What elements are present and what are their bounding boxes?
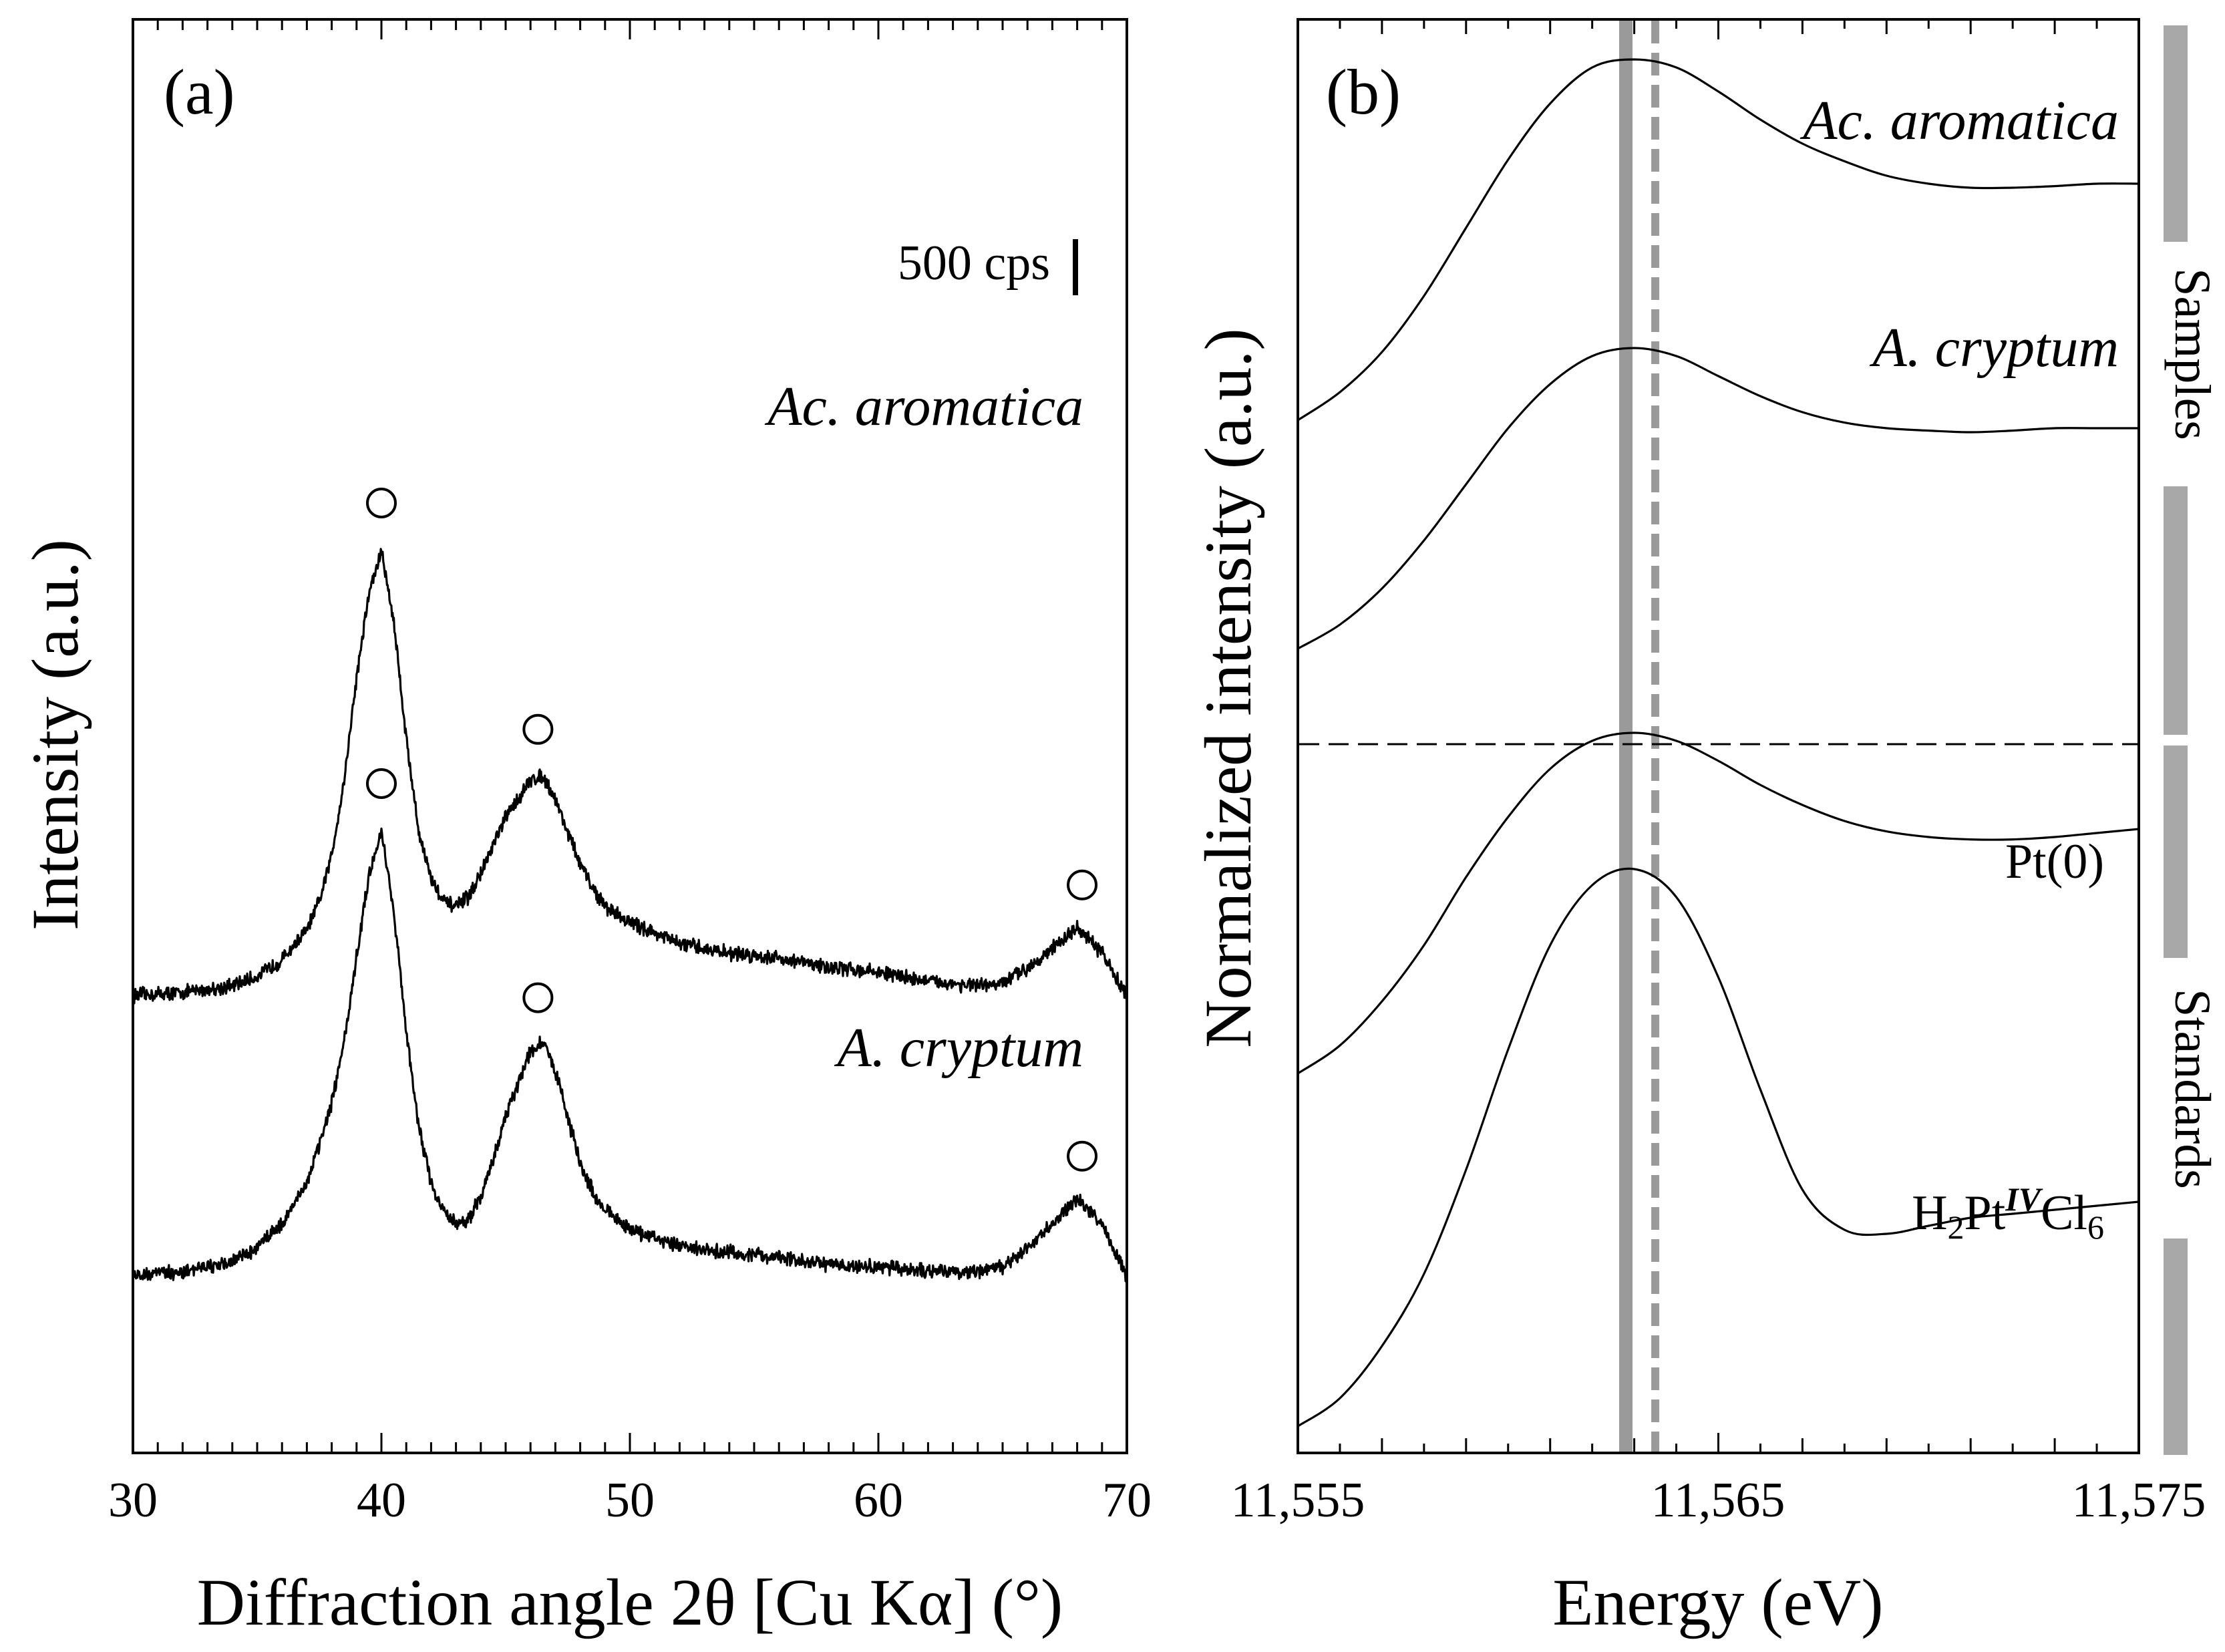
panel-a-frame <box>132 18 1128 1454</box>
panel-b-frame <box>1297 18 2140 1454</box>
series-label-ac-aromatica-b: Ac. aromatica <box>1800 90 2119 152</box>
panel-b-xanes: (b) Ac. aromatica A. cryptum Pt(0) H2PtI… <box>1191 18 2220 1639</box>
series-label-ac-aromatica: Ac. aromatica <box>764 375 1083 438</box>
peak-marker-circle <box>522 982 554 1013</box>
panel-b-ticks <box>1297 19 2140 1453</box>
xrd-series-line <box>132 827 1128 1283</box>
series-label-h2ptcl6: H2PtIVCl6 <box>1912 1180 2104 1246</box>
panel-b-curves <box>1297 58 2140 1428</box>
x-axis-title-a: Diffraction angle 2θ [Cu Kα] (°) <box>197 1565 1063 1639</box>
scale-bar-label: 500 cps <box>898 236 1050 291</box>
y-axis-title-b: Normalized intensity (a.u.) <box>1191 328 1265 1047</box>
group-bar-standards <box>2164 746 2188 958</box>
panel-b-label: (b) <box>1326 56 1401 128</box>
x-tick-label: 60 <box>854 1473 903 1528</box>
x-tick-label: 30 <box>108 1473 158 1528</box>
x-tick-label: 11,555 <box>1231 1473 1365 1528</box>
x-tick-label: 50 <box>605 1473 655 1528</box>
peak-marker-circle <box>1067 869 1098 900</box>
x-tick-label: 70 <box>1102 1473 1152 1528</box>
group-bar-samples <box>2164 486 2188 735</box>
panel-a-xrd: 500 cps (a) Ac. aromatica A. cryptum 30 … <box>18 18 1152 1639</box>
xrd-series-line <box>132 548 1128 1005</box>
panel-a-ticks <box>132 19 1128 1453</box>
series-label-a-cryptum: A. cryptum <box>834 1017 1083 1079</box>
group-bar-standards <box>2164 1238 2188 1455</box>
x-axis-title-b: Energy (eV) <box>1552 1565 1883 1639</box>
peak-marker-circle <box>366 488 397 518</box>
panel-a-label: (a) <box>164 56 235 128</box>
group-bar-samples <box>2164 25 2188 242</box>
peak-marker-circle <box>522 713 554 745</box>
y-axis-title-a: Intensity (a.u.) <box>18 539 92 931</box>
peak-marker-circle <box>366 768 397 799</box>
x-tick-label: 11,565 <box>1651 1473 1785 1528</box>
group-label-standards: Standards <box>2164 989 2220 1189</box>
panel-a-curves <box>132 548 1128 1283</box>
x-tick-label: 40 <box>357 1473 406 1528</box>
peak-marker-circle <box>1067 1140 1098 1172</box>
series-label-pt0: Pt(0) <box>2005 834 2104 889</box>
panel-a-peak-markers <box>366 488 1098 1172</box>
xanes-series-line <box>1297 58 2140 422</box>
x-tick-label: 11,575 <box>2072 1473 2206 1528</box>
xanes-series-line <box>1297 867 2140 1428</box>
series-label-a-cryptum-b: A. cryptum <box>1869 317 2119 379</box>
xanes-series-line <box>1297 731 2140 1075</box>
group-label-samples: Samples <box>2164 268 2220 440</box>
xanes-series-line <box>1297 347 2139 650</box>
